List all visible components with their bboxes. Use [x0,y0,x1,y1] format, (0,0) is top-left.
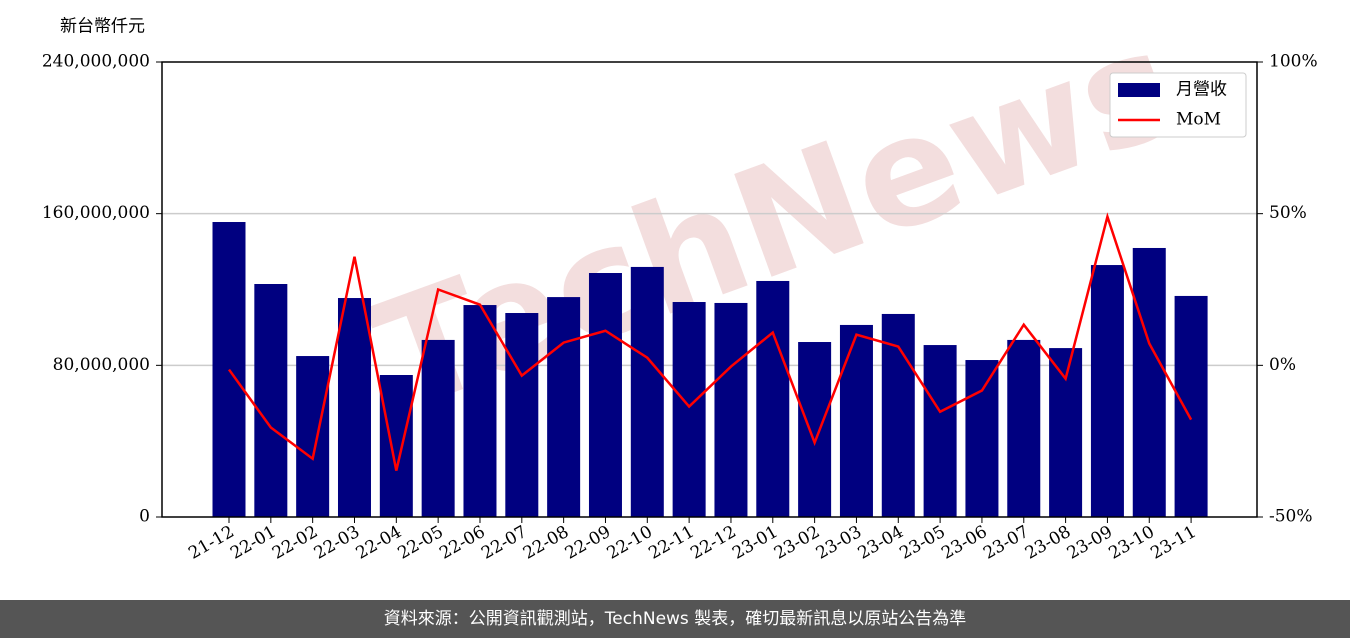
x-tick-label: 23-08 [1022,522,1074,564]
x-tick-label: 23-03 [813,522,865,564]
y2-tick-label: -50% [1269,507,1313,527]
x-tick-label: 22-07 [478,522,530,564]
x-tick-label: 22-12 [687,522,739,564]
bar [212,222,246,517]
x-tick-label: 21-12 [185,522,237,564]
x-tick-label: 23-06 [938,522,990,564]
bar [1132,247,1166,517]
y2-tick-label: 0% [1269,355,1296,375]
x-tick-label: 23-09 [1064,522,1116,564]
bar [588,273,622,517]
y-tick-label: 80,000,000 [53,355,150,375]
y2-tick-label: 50% [1269,203,1307,223]
x-tick-label: 23-10 [1106,522,1158,564]
y-tick-label: 0 [139,507,150,527]
x-tick-label: 23-01 [729,522,781,564]
plot-frame [161,61,1258,518]
y-tick-label: 240,000,000 [42,52,150,72]
x-tick-label: 23-02 [771,522,823,564]
bar [965,360,999,517]
x-tick-label: 23-05 [896,522,948,564]
bar [1049,348,1083,517]
x-tick-label: 22-08 [520,522,572,564]
bar [839,324,873,517]
x-tick-label: 22-11 [645,522,697,564]
bar [923,345,957,517]
x-tick-label: 22-01 [227,522,279,564]
x-tick-label: 22-10 [604,522,656,564]
x-tick-label: 22-03 [311,522,363,564]
x-tick-label: 22-05 [394,522,446,564]
bar [672,302,706,517]
bar [296,356,330,517]
bar [337,298,371,517]
x-tick-label: 23-04 [855,522,907,564]
x-tick-label: 23-11 [1147,522,1199,564]
y-tick-label: 160,000,000 [42,203,150,223]
bar [547,297,581,517]
legend-label: MoM [1176,110,1221,130]
x-tick-label: 22-02 [269,522,321,564]
bar [421,339,455,517]
bar [798,342,832,517]
bar [1007,339,1041,517]
bar [379,375,413,517]
x-tick-label: 22-09 [562,522,614,564]
bar [630,266,664,517]
x-tick-label: 22-04 [353,522,405,564]
bar [505,313,539,517]
legend-swatch [1118,83,1160,97]
x-tick-label: 23-07 [980,522,1032,564]
chart: TechNews 新台幣仟元 080,000,000160,000,000240… [42,0,1318,564]
bar [463,305,497,517]
bar [1090,265,1124,517]
bar [254,284,288,517]
bar [756,280,790,517]
y-axis-label: 新台幣仟元 [60,17,145,37]
bar [1174,295,1208,517]
y2-tick-label: 100% [1269,52,1318,72]
footer: 資料來源：公開資訊觀測站，TechNews 製表，確切最新訊息以原站公告為準 [0,600,1350,638]
x-tick-label: 22-06 [436,522,488,564]
mom-line [227,212,1193,471]
bar [714,302,748,517]
legend-label: 月營收 [1176,80,1227,100]
